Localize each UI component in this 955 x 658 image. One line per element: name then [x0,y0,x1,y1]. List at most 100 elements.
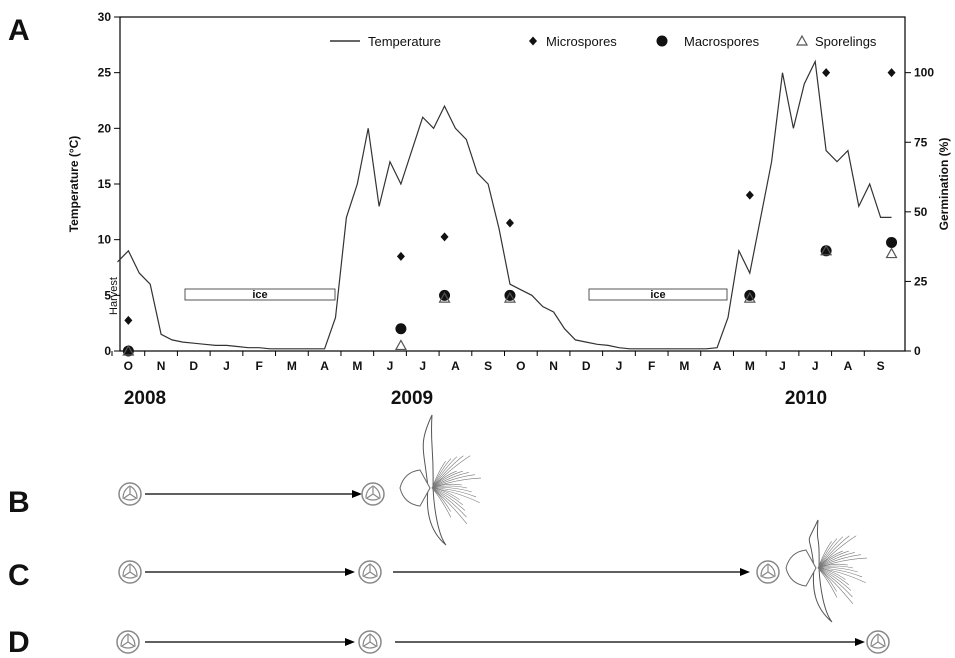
rhizoid [817,554,862,569]
legend-label: Microspores [546,34,617,49]
rhizoid [431,487,463,506]
rhizoid [817,567,863,578]
panel-label: A [8,14,30,47]
sporeling-point [885,247,898,259]
diagrams [116,414,890,654]
x-tick-label: M [679,359,689,373]
x-tick-label: J [387,359,394,373]
arrowhead [345,638,355,646]
rhizoid [817,536,844,569]
y-tick-label: 25 [98,66,112,80]
microspore-point [505,218,514,228]
x-tick-label: D [582,359,591,373]
ice-box [588,288,728,301]
y2-tick-label: 25 [914,274,928,288]
x-tick-label: A [320,359,329,373]
y-axis-title: Temperature (°C) [67,136,81,233]
rhizoid [431,474,476,489]
y2-tick-label: 50 [914,205,928,219]
x-tick-label: A [451,359,460,373]
y2-tick-label: 100 [914,66,934,80]
x-tick-label: J [223,359,230,373]
x-tick-label: A [713,359,722,373]
rhizoid [817,567,858,573]
rhizoid [817,563,848,569]
temperature-line [117,59,892,350]
macrospore-point [820,245,832,257]
sporeling-point [820,244,833,256]
sporeling-point [394,339,407,351]
x-tick-label: O [124,359,133,373]
y2-tick-label: 75 [914,135,928,149]
legend-label: Temperature [368,34,441,49]
spore [361,482,385,506]
spore [866,630,890,654]
x-tick-label: F [648,359,655,373]
x-tick-label: M [287,359,297,373]
x-tick-label: J [419,359,426,373]
microspore-point [887,68,896,78]
rhizoid [817,567,853,598]
spore [756,560,780,584]
legend-swatch [656,35,668,47]
annotation: ice [252,289,267,301]
macrospore-point [122,345,134,357]
x-tick-label: D [189,359,198,373]
legend-swatch [795,34,809,46]
sporeling-leaf [422,414,447,546]
rhizoid [431,485,468,489]
sporeling-body [785,549,817,587]
x-tick-label: O [516,359,525,373]
rhizoid [431,487,452,518]
panel-label: D [8,626,30,658]
rhizoid [431,487,467,518]
rhizoid [431,455,464,489]
rhizoid [817,567,852,591]
rhizoid [817,538,838,569]
rhizoid [817,550,849,569]
x-tick-label: J [779,359,786,373]
y-tick-label: 10 [98,233,112,247]
x-tick-label: N [549,359,558,373]
arrowhead [345,568,355,576]
year-label: 2008 [124,388,166,409]
x-tick-label: J [616,359,623,373]
year-label: 2009 [391,388,433,409]
panel-label: B [8,486,30,519]
x-tick-label: N [157,359,166,373]
rhizoid [817,567,838,598]
y2-tick-label: 0 [914,344,921,358]
rhizoid [431,456,458,489]
rhizoid [817,565,854,569]
legend-swatch [529,36,537,46]
microspore-point [396,251,405,261]
rhizoid [431,458,452,489]
sporeling-body [399,469,431,507]
rhizoid [817,552,855,569]
sporeling-point [438,291,451,303]
x-tick-label: J [812,359,819,373]
rhizoid [431,470,463,489]
rhizoid [817,535,850,569]
ice-box [184,288,336,301]
macrospore-point [886,236,898,248]
rhizoid [817,567,849,586]
microspore-point [822,68,831,78]
macrospore-point [395,323,407,335]
y-tick-label: 0 [104,344,111,358]
rhizoid [431,483,462,489]
spore [358,560,382,584]
rhizoid [431,487,472,493]
spore [358,630,382,654]
arrowhead [855,638,865,646]
x-tick-label: M [352,359,362,373]
plot-frame [119,16,906,352]
panel-label: C [8,559,30,592]
y-tick-label: 30 [98,10,112,24]
legend-label: Sporelings [815,34,877,49]
spore [116,630,140,654]
sporeling-point [503,291,516,303]
year-label: 2010 [785,388,827,409]
rhizoid [431,487,466,511]
